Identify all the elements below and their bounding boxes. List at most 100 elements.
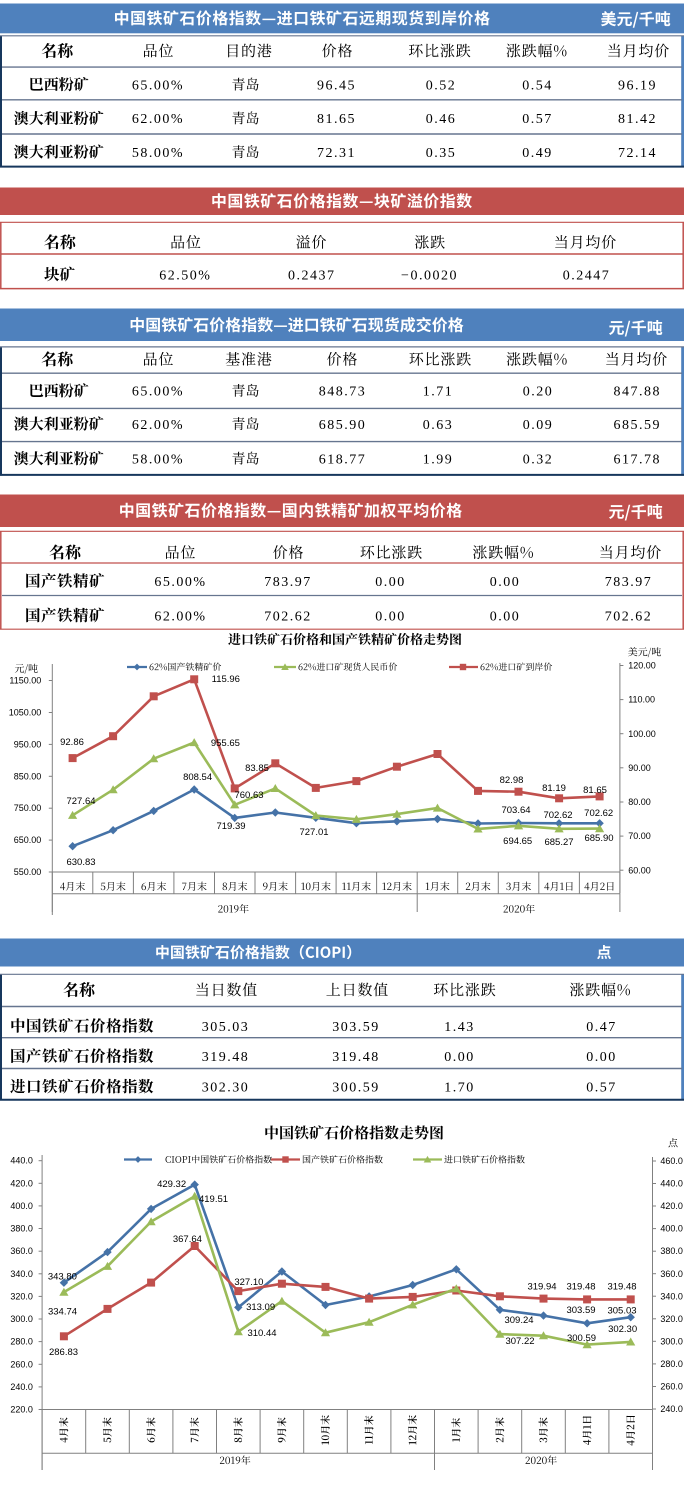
svg-text:62.00%: 62.00%: [132, 418, 184, 433]
svg-text:319.48: 319.48: [202, 1050, 250, 1065]
svg-text:0.54: 0.54: [522, 78, 553, 93]
svg-text:783.97: 783.97: [605, 575, 653, 590]
svg-text:0.52: 0.52: [426, 78, 457, 93]
svg-text:808.54: 808.54: [183, 772, 212, 783]
svg-text:280.0: 280.0: [10, 1337, 33, 1347]
svg-text:0.47: 0.47: [586, 1020, 617, 1035]
svg-text:703.64: 703.64: [501, 805, 530, 816]
svg-text:62.00%: 62.00%: [132, 112, 184, 127]
svg-text:307.22: 307.22: [505, 1336, 534, 1347]
svg-text:305.03: 305.03: [202, 1020, 250, 1035]
svg-text:429.32: 429.32: [157, 1179, 186, 1190]
svg-text:240.0: 240.0: [660, 1404, 683, 1414]
svg-text:617.78: 617.78: [614, 452, 662, 467]
svg-text:1.43: 1.43: [444, 1020, 475, 1035]
svg-text:340.0: 340.0: [660, 1291, 683, 1301]
svg-text:420.0: 420.0: [10, 1178, 33, 1188]
svg-text:302.30: 302.30: [608, 1324, 637, 1335]
svg-text:343.80: 343.80: [48, 1272, 77, 1283]
svg-text:0.00: 0.00: [490, 609, 521, 624]
svg-text:62.00%: 62.00%: [154, 609, 206, 624]
svg-text:0.00: 0.00: [375, 609, 406, 624]
svg-text:1050.00: 1050.00: [9, 708, 42, 718]
svg-text:0.2437: 0.2437: [288, 268, 336, 283]
svg-text:760.63: 760.63: [234, 790, 263, 801]
svg-text:650.00: 650.00: [14, 835, 42, 845]
svg-text:0.57: 0.57: [586, 1080, 617, 1095]
svg-text:0.00: 0.00: [444, 1050, 475, 1065]
svg-text:420.0: 420.0: [660, 1201, 683, 1211]
svg-text:702.62: 702.62: [605, 609, 653, 624]
svg-text:303.59: 303.59: [332, 1020, 380, 1035]
svg-text:847.88: 847.88: [614, 385, 662, 400]
svg-text:727.01: 727.01: [299, 827, 328, 838]
svg-text:694.65: 694.65: [503, 836, 532, 847]
svg-text:81.19: 81.19: [542, 783, 566, 794]
svg-text:327.10: 327.10: [234, 1277, 263, 1288]
svg-text:302.30: 302.30: [202, 1080, 250, 1095]
svg-text:360.0: 360.0: [660, 1269, 683, 1279]
svg-text:702.62: 702.62: [264, 609, 312, 624]
svg-text:702.62: 702.62: [543, 810, 572, 821]
svg-text:1.99: 1.99: [423, 452, 454, 467]
svg-text:319.48: 319.48: [332, 1050, 380, 1065]
svg-text:460.0: 460.0: [660, 1156, 683, 1166]
svg-text:320.0: 320.0: [660, 1314, 683, 1324]
svg-text:0.46: 0.46: [426, 112, 457, 127]
svg-text:260.0: 260.0: [660, 1382, 683, 1392]
svg-text:0.63: 0.63: [423, 418, 454, 433]
svg-text:334.74: 334.74: [48, 1307, 77, 1318]
svg-text:300.59: 300.59: [567, 1333, 596, 1344]
svg-text:1150.00: 1150.00: [9, 676, 41, 686]
svg-text:110.00: 110.00: [628, 695, 655, 705]
svg-text:0.00: 0.00: [586, 1050, 617, 1065]
svg-text:319.48: 319.48: [566, 1282, 595, 1293]
svg-text:0.00: 0.00: [490, 575, 521, 590]
svg-text:380.0: 380.0: [660, 1246, 683, 1256]
svg-text:81.42: 81.42: [618, 112, 657, 127]
svg-text:440.0: 440.0: [660, 1179, 683, 1189]
svg-text:685.90: 685.90: [584, 833, 613, 844]
svg-text:0.32: 0.32: [523, 452, 554, 467]
svg-text:83.85: 83.85: [245, 763, 269, 774]
svg-text:618.77: 618.77: [319, 452, 367, 467]
svg-text:303.59: 303.59: [566, 1305, 595, 1316]
svg-text:300.59: 300.59: [332, 1080, 380, 1095]
svg-text:120.00: 120.00: [628, 661, 656, 671]
svg-text:719.39: 719.39: [216, 821, 245, 832]
svg-text:955.65: 955.65: [211, 738, 240, 749]
svg-text:400.0: 400.0: [660, 1224, 683, 1234]
svg-text:550.00: 550.00: [14, 867, 42, 877]
svg-text:65.00%: 65.00%: [132, 78, 184, 93]
svg-text:115.96: 115.96: [212, 674, 240, 685]
svg-text:240.0: 240.0: [10, 1382, 33, 1392]
svg-text:380.0: 380.0: [10, 1224, 33, 1234]
svg-text:62.50%: 62.50%: [159, 268, 211, 283]
svg-text:783.97: 783.97: [264, 575, 312, 590]
svg-text:286.83: 286.83: [49, 1347, 78, 1358]
svg-text:848.73: 848.73: [319, 385, 367, 400]
svg-text:750.00: 750.00: [14, 803, 42, 813]
svg-text:1.71: 1.71: [423, 385, 454, 400]
svg-text:313.09: 313.09: [246, 1302, 275, 1313]
svg-text:340.0: 340.0: [10, 1269, 33, 1279]
svg-text:65.00%: 65.00%: [154, 575, 206, 590]
svg-text:685.59: 685.59: [614, 418, 662, 433]
svg-text:90.00: 90.00: [628, 763, 651, 773]
svg-text:100.00: 100.00: [628, 729, 656, 739]
svg-text:367.64: 367.64: [173, 1234, 202, 1245]
svg-text:300.0: 300.0: [10, 1314, 33, 1324]
svg-text:92.86: 92.86: [60, 737, 84, 748]
svg-text:702.62: 702.62: [584, 808, 613, 819]
svg-text:58.00%: 58.00%: [132, 146, 184, 161]
svg-text:685.90: 685.90: [319, 418, 367, 433]
svg-text:81.65: 81.65: [317, 112, 356, 127]
svg-text:81.65: 81.65: [583, 785, 607, 796]
svg-text:58.00%: 58.00%: [132, 452, 184, 467]
svg-text:850.00: 850.00: [14, 771, 42, 781]
svg-text:96.19: 96.19: [618, 78, 657, 93]
svg-text:0.20: 0.20: [523, 385, 554, 400]
svg-text:0.00: 0.00: [375, 575, 406, 590]
svg-text:950.00: 950.00: [14, 739, 42, 749]
svg-text:0.57: 0.57: [522, 112, 553, 127]
